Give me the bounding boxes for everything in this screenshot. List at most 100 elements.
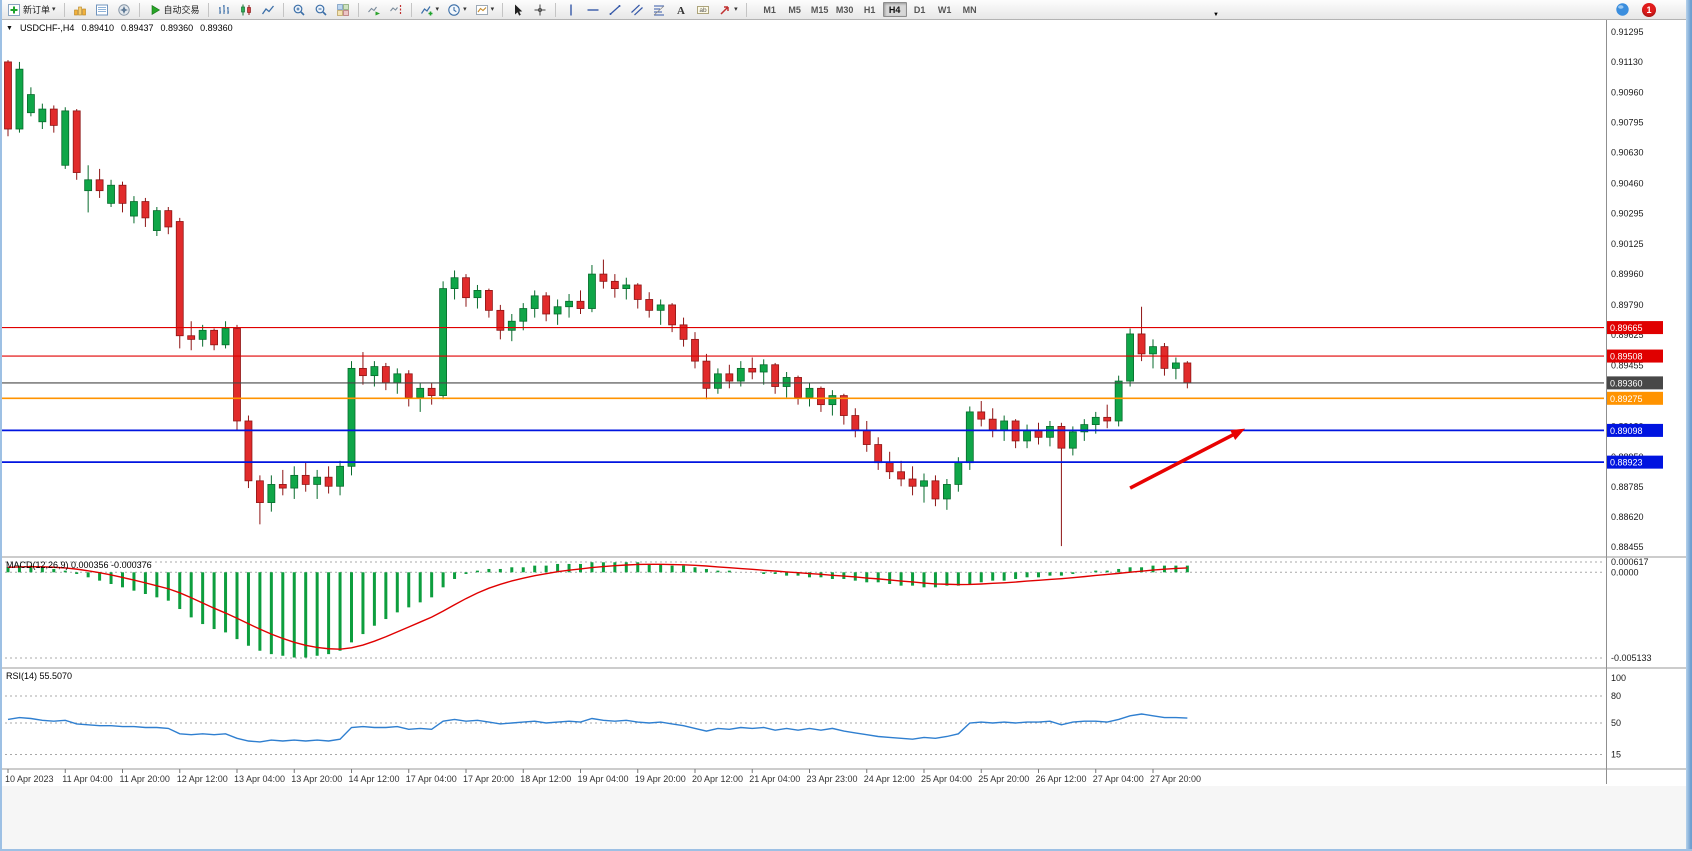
candle[interactable] [381,366,390,384]
candle[interactable] [782,377,791,387]
new-order-button[interactable]: 新订单 ▾ [4,1,59,19]
candle[interactable] [530,295,539,309]
candle[interactable] [794,377,802,398]
candle[interactable] [622,284,631,289]
timeframe-button-w1[interactable]: W1 [937,4,952,15]
candle[interactable] [828,395,837,406]
candle[interactable] [874,444,883,464]
label-button[interactable]: ab [693,1,713,19]
candle[interactable] [691,338,699,362]
candle[interactable] [347,367,356,467]
zoom-out-button[interactable] [311,1,331,19]
candle[interactable] [210,329,219,346]
candle[interactable] [1137,333,1146,355]
candle[interactable] [1103,416,1112,422]
candle[interactable] [839,395,848,416]
candle[interactable] [107,184,115,204]
line-chart-button[interactable] [258,1,278,19]
candle[interactable] [1149,346,1157,355]
timeframe-button-m15[interactable]: M15 [810,4,829,15]
candlestick-chart-button[interactable] [236,1,256,19]
candle[interactable] [187,335,196,340]
candle[interactable] [542,295,551,315]
candle[interactable] [290,474,299,489]
candle[interactable] [599,273,608,282]
candle[interactable] [473,290,482,299]
candle[interactable] [175,221,184,337]
candle[interactable] [885,462,894,473]
crosshair-button[interactable] [530,1,550,19]
candle[interactable] [233,328,241,422]
candle[interactable] [439,288,448,396]
chart-shift-button[interactable] [386,1,406,19]
candle[interactable] [404,373,413,398]
candle[interactable] [152,210,161,231]
candle[interactable] [725,373,734,382]
candle[interactable] [908,478,917,487]
candle[interactable] [1183,362,1192,384]
chart-canvas[interactable]: 0.91295 0.91130 0.90960 0.90795 0.90630 0.904… [0,20,1692,851]
fibonacci-button[interactable] [649,1,669,19]
trend-arrow-line[interactable] [1129,430,1240,490]
zoom-in-button[interactable] [289,1,309,19]
candle[interactable] [336,465,344,487]
candle[interactable] [862,429,871,445]
candle[interactable] [977,411,986,420]
candle[interactable] [130,201,138,217]
channel-button[interactable] [627,1,647,19]
candle[interactable] [118,184,127,204]
candle[interactable] [610,280,619,289]
candle[interactable] [427,387,436,396]
candle[interactable] [324,476,333,487]
candle[interactable] [38,108,47,123]
candle[interactable] [1000,420,1009,431]
candle[interactable] [72,110,81,173]
arrows-button[interactable]: ▾ [715,1,741,19]
candle[interactable] [714,373,722,389]
navigator-button[interactable] [114,1,134,19]
candle[interactable] [313,476,322,485]
candle[interactable] [1126,333,1134,382]
timeframe-button-m5[interactable]: M5 [788,4,801,15]
candle[interactable] [1160,346,1169,369]
candle[interactable] [84,179,93,192]
candle[interactable] [164,210,173,228]
auto-scroll-button[interactable] [364,1,384,19]
candle[interactable] [736,367,745,382]
tile-windows-button[interactable] [333,1,353,19]
candle[interactable] [1068,431,1077,449]
notifications-badge[interactable]: 1 [1642,2,1656,17]
candle[interactable] [519,308,528,322]
horizontal-line-button[interactable] [583,1,603,19]
candle[interactable] [679,324,688,340]
trendline-button[interactable] [605,1,625,19]
candle[interactable] [965,411,974,464]
candle[interactable] [553,306,562,315]
candle[interactable] [507,320,516,331]
candle[interactable] [1114,380,1123,422]
data-window-button[interactable] [92,1,112,19]
candle[interactable] [61,110,70,166]
toolbar-overflow-icon[interactable]: ▼ [1213,12,1219,18]
candle[interactable] [943,484,951,500]
candle[interactable] [1046,426,1054,438]
candle[interactable] [370,366,379,377]
timeframe-button-d1[interactable]: D1 [913,4,926,15]
candle[interactable] [416,387,425,398]
candle[interactable] [851,415,860,431]
candle[interactable] [656,304,665,311]
window-scrollbar[interactable] [1686,0,1692,851]
candle[interactable] [576,300,585,309]
candle[interactable] [49,108,58,126]
candle[interactable] [255,480,264,503]
timeframe-button-mn[interactable]: MN [962,4,977,15]
candle[interactable] [931,480,940,500]
candle[interactable] [15,68,24,130]
candle[interactable] [988,418,997,431]
candle[interactable] [645,299,654,311]
periods-button[interactable]: ▾ [444,1,470,19]
candle[interactable] [633,284,642,300]
search-icon[interactable] [1615,2,1630,17]
candle[interactable] [496,309,505,331]
indicators-button[interactable]: ▾ [417,1,443,19]
